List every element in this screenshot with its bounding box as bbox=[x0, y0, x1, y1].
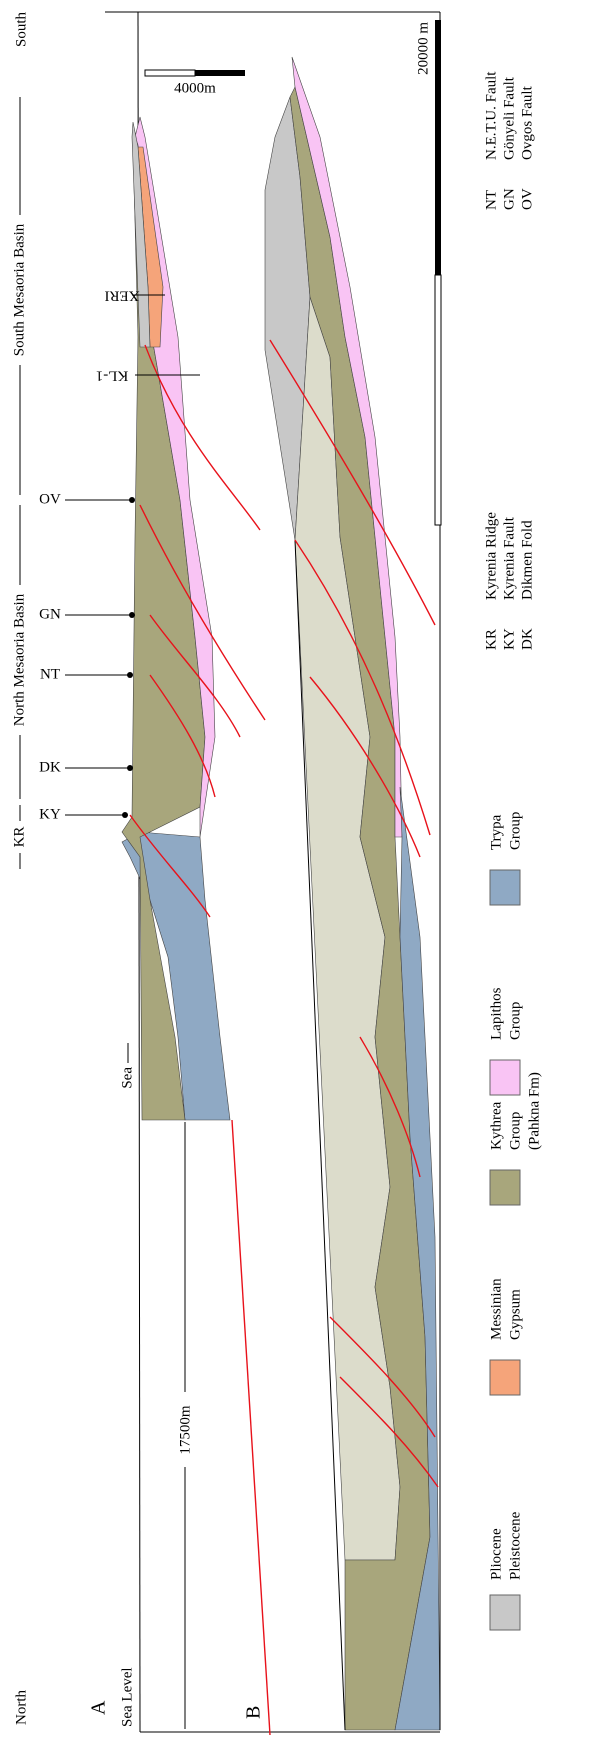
well-label: NT bbox=[40, 666, 60, 682]
legend-text: Messinian bbox=[488, 1278, 504, 1340]
legend-text: Lapithos bbox=[488, 987, 504, 1040]
legend-text: Group bbox=[507, 812, 523, 850]
fault bbox=[232, 1120, 270, 1735]
scale-black bbox=[195, 70, 245, 76]
well-label: KL-1 bbox=[96, 368, 129, 384]
abbr-code: KY bbox=[501, 628, 517, 650]
scale-black bbox=[435, 20, 441, 275]
section-label: A bbox=[88, 1700, 110, 1715]
scale-label: 20000 m bbox=[415, 22, 431, 75]
legend-text: Pleistocene bbox=[507, 1511, 523, 1580]
sea-level: Sea Level bbox=[119, 1667, 135, 1727]
legend-text: Group bbox=[507, 1112, 523, 1150]
legend-swatch bbox=[490, 870, 520, 905]
figure: North South KR North Mesaoria Basin Sout… bbox=[0, 0, 606, 1737]
region-label: South Mesaoria Basin bbox=[11, 223, 27, 356]
abbr-name: Kyrenia Ridge bbox=[483, 512, 499, 600]
legend-text: Kythrea bbox=[488, 1101, 504, 1150]
abbr-code: OV bbox=[519, 188, 535, 210]
north-label: North bbox=[13, 1690, 29, 1725]
abbr-name: Dikmen Fold bbox=[519, 520, 535, 600]
abbreviations: KR Kyrenia Ridge KY Kyrenia Fault DK Dik… bbox=[483, 71, 535, 650]
well-label: XERI bbox=[105, 288, 140, 304]
abbr-code: GN bbox=[501, 188, 517, 210]
legend: Pliocene Pleistocene Messinian Gypsum Ky… bbox=[488, 812, 542, 1630]
scale-white bbox=[435, 275, 441, 525]
well-label: OV bbox=[39, 491, 61, 507]
legend-swatch bbox=[490, 1170, 520, 1205]
legend-text: Pliocene bbox=[488, 1528, 504, 1580]
well-label: DK bbox=[39, 759, 61, 775]
abbr-code: DK bbox=[519, 628, 535, 650]
legend-text: Group bbox=[507, 1002, 523, 1040]
well-label: GN bbox=[39, 606, 61, 622]
abbr-code: NT bbox=[483, 190, 499, 210]
scale-white bbox=[145, 70, 195, 76]
legend-swatch bbox=[490, 1060, 520, 1095]
well-label: KY bbox=[39, 806, 61, 822]
legend-swatch bbox=[490, 1595, 520, 1630]
region-label: North Mesaoria Basin bbox=[11, 593, 27, 726]
abbr-name: N.E.T.U. Fault bbox=[483, 71, 499, 160]
region-label: KR bbox=[11, 827, 27, 848]
depth-label: 17500m bbox=[177, 1405, 193, 1455]
sea-label: Sea bbox=[119, 1067, 135, 1089]
abbr-name: Ovgos Fault bbox=[519, 85, 535, 160]
legend-text: Gypsum bbox=[507, 1289, 523, 1340]
legend-text: Trypa bbox=[488, 814, 504, 850]
abbr-name: Kyrenia Fault bbox=[501, 516, 517, 600]
abbr-code: KR bbox=[483, 629, 499, 650]
regions: KR North Mesaoria Basin South Mesaoria B… bbox=[11, 97, 27, 869]
legend-swatch bbox=[490, 1360, 520, 1395]
legend-text: (Pahkna Fm) bbox=[526, 1072, 542, 1150]
upright-figure: North South KR North Mesaoria Basin Sout… bbox=[11, 12, 542, 1735]
scale-label: 4000m bbox=[174, 80, 216, 96]
section-label: B bbox=[243, 1706, 265, 1719]
abbr-name: Gönyeli Fault bbox=[501, 76, 517, 160]
south-label: South bbox=[13, 12, 29, 48]
